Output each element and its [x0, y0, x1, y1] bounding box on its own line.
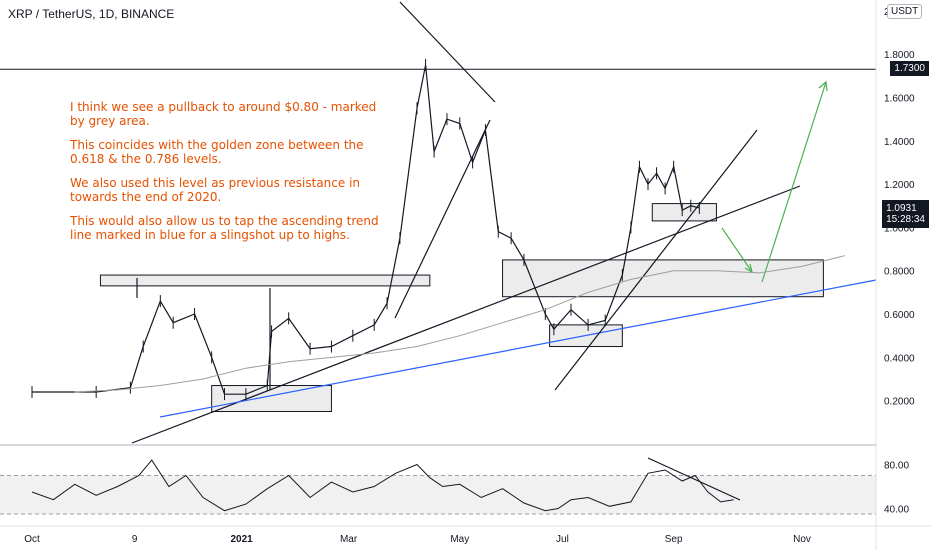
arrow-up-green	[761, 81, 827, 283]
wedge-lower-line	[394, 119, 491, 319]
y-tick-label: 0.6000	[884, 310, 915, 321]
chart-title: XRP / TetherUS, 1D, BINANCE	[8, 7, 175, 21]
x-tick-label: 9	[132, 534, 138, 545]
rsi-pane: 80.00 40.00	[0, 457, 909, 516]
note-line-3: We also used this level as previous resi…	[70, 176, 361, 204]
note-line-4: This would also allow us to tap the asce…	[70, 214, 379, 242]
x-tick-label: 2021	[230, 534, 253, 545]
arrow-down-green	[721, 227, 753, 273]
y-tick-label: 0.8000	[884, 267, 915, 278]
y-tick-label: 1.8000	[884, 50, 915, 61]
y-tick-label: 1.6000	[884, 93, 915, 104]
y-tick-label: 1.4000	[884, 137, 915, 148]
trendline-blue	[159, 279, 877, 418]
rsi-tick-label: 40.00	[884, 505, 909, 516]
rsi-band	[0, 475, 876, 514]
bar-countdown: 15:28:34	[886, 214, 925, 225]
x-tick-label: Oct	[24, 534, 40, 545]
zone-box	[651, 203, 717, 222]
horizontal-level-label: 1.7300	[890, 61, 929, 76]
x-tick-label: Jul	[556, 534, 569, 545]
x-tick-label: Sep	[665, 534, 683, 545]
moving-average-line	[74, 255, 845, 393]
arrow-head-down	[744, 263, 753, 274]
y-tick-label: 0.4000	[884, 353, 915, 364]
note-line-2: This coincides with the golden zone betw…	[70, 138, 364, 166]
rsi-tick-label: 80.00	[884, 461, 909, 472]
support-zones	[99, 203, 824, 413]
y-tick-label: 1.2000	[884, 180, 915, 191]
y-tick-label: 1.0000	[884, 223, 915, 234]
wedge-upper-line	[399, 1, 496, 103]
y-tick-label: 0.2000	[884, 397, 915, 408]
trendline-main	[131, 185, 801, 444]
zone-box	[99, 274, 431, 287]
x-tick-label: Mar	[340, 534, 358, 545]
price-series	[31, 58, 845, 401]
price-line	[32, 64, 700, 395]
trendline-steep	[554, 129, 758, 391]
zone-box	[502, 259, 824, 298]
last-price-label: 1.0931 15:28:34	[882, 200, 929, 228]
trade-idea-note: I think we see a pullback to around $0.8…	[70, 100, 390, 253]
note-line-1: I think we see a pullback to around $0.8…	[70, 100, 377, 128]
rsi-line	[31, 459, 734, 512]
x-tick-label: Nov	[793, 534, 811, 545]
rsi-divergence-line	[647, 457, 741, 501]
x-tick-label: May	[450, 534, 469, 545]
currency-button[interactable]: USDT	[887, 4, 923, 19]
drawings	[131, 1, 877, 444]
last-price-value: 1.0931	[886, 203, 917, 214]
arrow-head-up	[818, 80, 828, 92]
